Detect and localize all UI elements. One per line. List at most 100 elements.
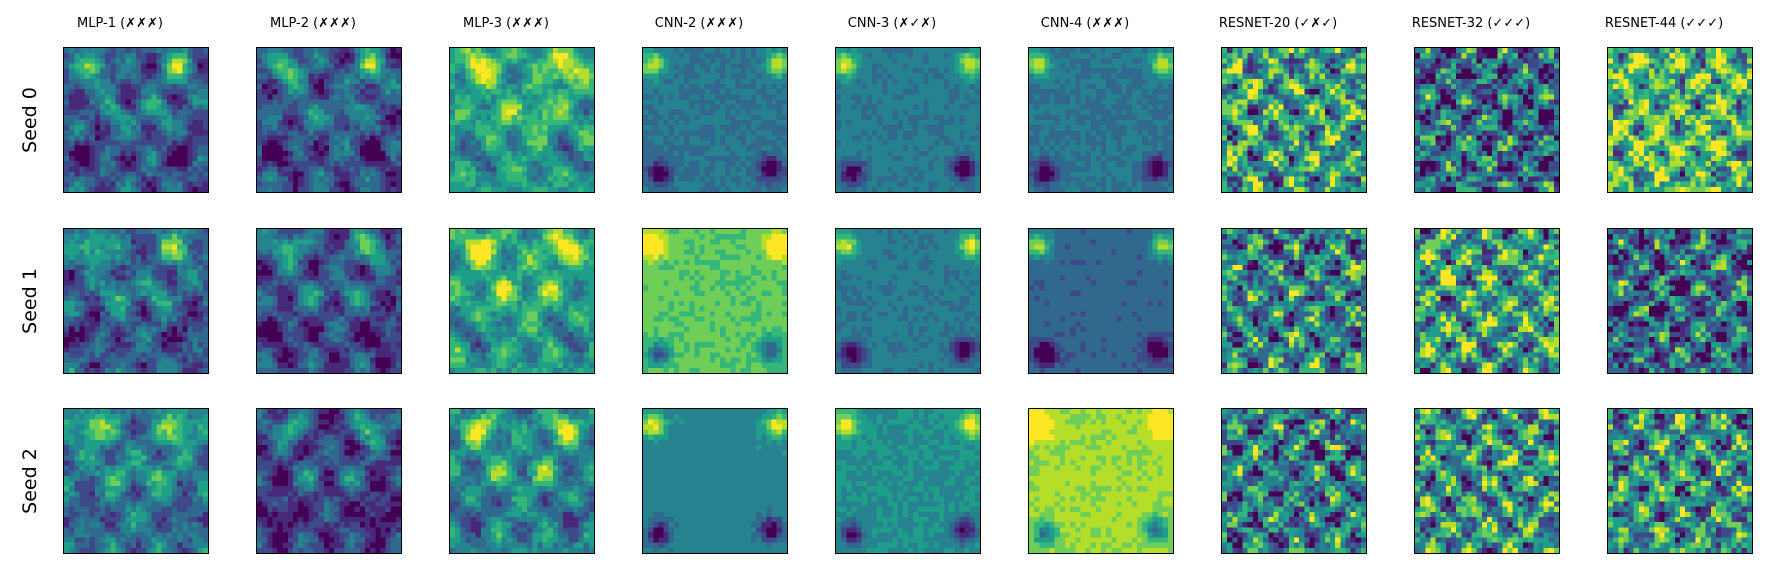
heatmap-cell xyxy=(923,78,929,84)
heatmap-cell xyxy=(79,63,85,69)
heatmap-cell xyxy=(1054,48,1060,54)
heatmap-cell xyxy=(558,171,564,177)
heatmap-cell xyxy=(64,78,70,84)
heatmap-cell xyxy=(480,186,486,192)
heatmap-cell xyxy=(1268,89,1274,95)
heatmap-cell xyxy=(537,140,543,146)
heatmap-cell xyxy=(751,166,757,172)
heatmap-cell xyxy=(1294,63,1300,69)
heatmap-cell xyxy=(89,140,95,146)
heatmap-cell xyxy=(902,135,908,141)
heatmap-cell xyxy=(282,73,288,79)
heatmap-cell xyxy=(313,58,319,64)
heatmap-cell xyxy=(262,104,268,110)
heatmap-cell xyxy=(151,89,157,95)
heatmap-cell xyxy=(735,140,741,146)
heatmap-cell xyxy=(836,181,842,187)
heatmap-cell xyxy=(851,186,857,192)
heatmap-panel xyxy=(256,47,402,193)
heatmap-cell xyxy=(761,166,767,172)
heatmap-cell xyxy=(715,114,721,120)
heatmap-cell xyxy=(1237,78,1243,84)
heatmap-cell xyxy=(1304,84,1310,90)
heatmap-cell xyxy=(1029,109,1035,115)
heatmap-cell xyxy=(1116,140,1122,146)
heatmap-cell xyxy=(709,120,715,126)
heatmap-cell xyxy=(486,78,492,84)
heatmap-cell xyxy=(1054,63,1060,69)
heatmap-cell xyxy=(375,166,381,172)
heatmap-cell xyxy=(486,150,492,156)
heatmap-cell xyxy=(877,84,883,90)
heatmap-cell xyxy=(908,125,914,131)
heatmap-cell xyxy=(318,73,324,79)
heatmap-cell xyxy=(480,99,486,105)
heatmap-cell xyxy=(1101,166,1107,172)
heatmap-cell xyxy=(282,140,288,146)
heatmap-cell xyxy=(771,104,777,110)
heatmap-cell xyxy=(740,161,746,167)
heatmap-cell xyxy=(653,166,659,172)
heatmap-cell xyxy=(151,125,157,131)
heatmap-cell xyxy=(658,125,664,131)
heatmap-cell xyxy=(192,130,198,136)
heatmap-cell xyxy=(969,58,975,64)
heatmap-cell xyxy=(1167,156,1173,162)
heatmap-cell xyxy=(496,161,502,167)
heatmap-cell xyxy=(740,171,746,177)
heatmap-cell xyxy=(110,99,116,105)
heatmap-cell xyxy=(94,186,100,192)
heatmap-cell xyxy=(1029,114,1035,120)
heatmap-cell xyxy=(1085,186,1091,192)
heatmap-cell xyxy=(949,89,955,95)
heatmap-cell xyxy=(1126,63,1132,69)
heatmap-cell xyxy=(1034,48,1040,54)
heatmap-cell xyxy=(836,99,842,105)
heatmap-cell xyxy=(704,166,710,172)
heatmap-cell xyxy=(933,78,939,84)
heatmap-cell xyxy=(563,89,569,95)
heatmap-cell xyxy=(1111,104,1117,110)
heatmap-cell xyxy=(846,171,852,177)
heatmap-cell xyxy=(293,78,299,84)
heatmap-cell xyxy=(1278,73,1284,79)
heatmap-cell xyxy=(1085,48,1091,54)
heatmap-cell xyxy=(380,156,386,162)
heatmap-cell xyxy=(877,186,883,192)
heatmap-cell xyxy=(663,63,669,69)
heatmap-cell xyxy=(725,104,731,110)
heatmap-cell xyxy=(257,130,263,136)
heatmap-cell xyxy=(887,94,893,100)
heatmap-cell xyxy=(1080,68,1086,74)
heatmap-cell xyxy=(313,181,319,187)
heatmap-cell xyxy=(689,73,695,79)
heatmap-cell xyxy=(684,140,690,146)
heatmap-cell xyxy=(715,135,721,141)
heatmap-cell xyxy=(349,94,355,100)
heatmap-cell xyxy=(699,48,705,54)
heatmap-cell xyxy=(146,99,152,105)
heatmap-cell xyxy=(395,150,401,156)
heatmap-cell xyxy=(673,104,679,110)
heatmap-cell xyxy=(944,73,950,79)
heatmap-cell xyxy=(913,89,919,95)
heatmap-cell xyxy=(303,94,309,100)
heatmap-cell xyxy=(974,109,980,115)
heatmap-cell xyxy=(558,89,564,95)
heatmap-cell xyxy=(959,176,965,182)
heatmap-cell xyxy=(359,68,365,74)
heatmap-cell xyxy=(527,171,533,177)
heatmap-cell xyxy=(1085,145,1091,151)
heatmap-cell xyxy=(69,176,75,182)
heatmap-cell xyxy=(329,181,335,187)
heatmap-cell xyxy=(287,161,293,167)
heatmap-cell xyxy=(861,135,867,141)
heatmap-cell xyxy=(1137,58,1143,64)
heatmap-cell xyxy=(516,109,522,115)
heatmap-cell xyxy=(897,156,903,162)
heatmap-cell xyxy=(694,166,700,172)
heatmap-cell xyxy=(491,181,497,187)
heatmap-cell xyxy=(725,176,731,182)
heatmap-cell xyxy=(166,140,172,146)
heatmap-cell xyxy=(1152,181,1158,187)
